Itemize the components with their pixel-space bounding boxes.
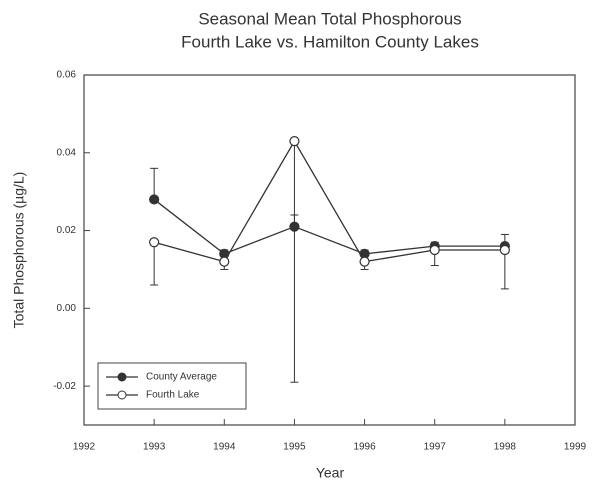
- chart-title: Seasonal Mean Total Phosphorous: [198, 9, 461, 28]
- x-tick-label: 1996: [353, 442, 376, 453]
- point: [359, 256, 370, 267]
- point: [149, 237, 160, 248]
- plot-frame: [83, 74, 576, 426]
- x-axis-label: Year: [316, 465, 345, 481]
- y-axis-label: Total Phosphorous (µg/L): [11, 172, 27, 329]
- error-bar: [290, 141, 299, 383]
- chart-subtitle: Fourth Lake vs. Hamilton County Lakes: [181, 32, 479, 51]
- x-tick-label: 1995: [283, 442, 306, 453]
- x-tick-label: 1994: [213, 442, 236, 453]
- series-line: [153, 139, 505, 263]
- y-tick-label: 0.04: [57, 147, 77, 158]
- legend-marker: [117, 372, 127, 382]
- y-tick-label: 0.00: [57, 303, 77, 314]
- x-tick-label: 1992: [73, 442, 96, 453]
- point: [289, 136, 300, 147]
- y-tick-label: 0.02: [57, 225, 77, 236]
- point: [149, 194, 160, 205]
- legend-label: County Average: [146, 372, 217, 383]
- x-tick-label: 1997: [424, 442, 447, 453]
- point: [219, 256, 230, 267]
- legend-box: [97, 362, 247, 410]
- y-tick-label: 0.06: [57, 70, 77, 81]
- error-bar: [150, 167, 159, 200]
- legend-marker: [117, 390, 127, 400]
- y-tick-label: -0.02: [53, 381, 76, 392]
- error-bar: [150, 242, 159, 286]
- x-tick-label: 1993: [143, 442, 166, 453]
- x-tick-label: 1998: [494, 442, 517, 453]
- legend-label: Fourth Lake: [146, 390, 200, 401]
- x-tick-label: 1999: [564, 442, 587, 453]
- point: [499, 244, 510, 256]
- error-bar: [500, 250, 509, 290]
- series-line: [153, 198, 505, 255]
- point: [429, 244, 440, 256]
